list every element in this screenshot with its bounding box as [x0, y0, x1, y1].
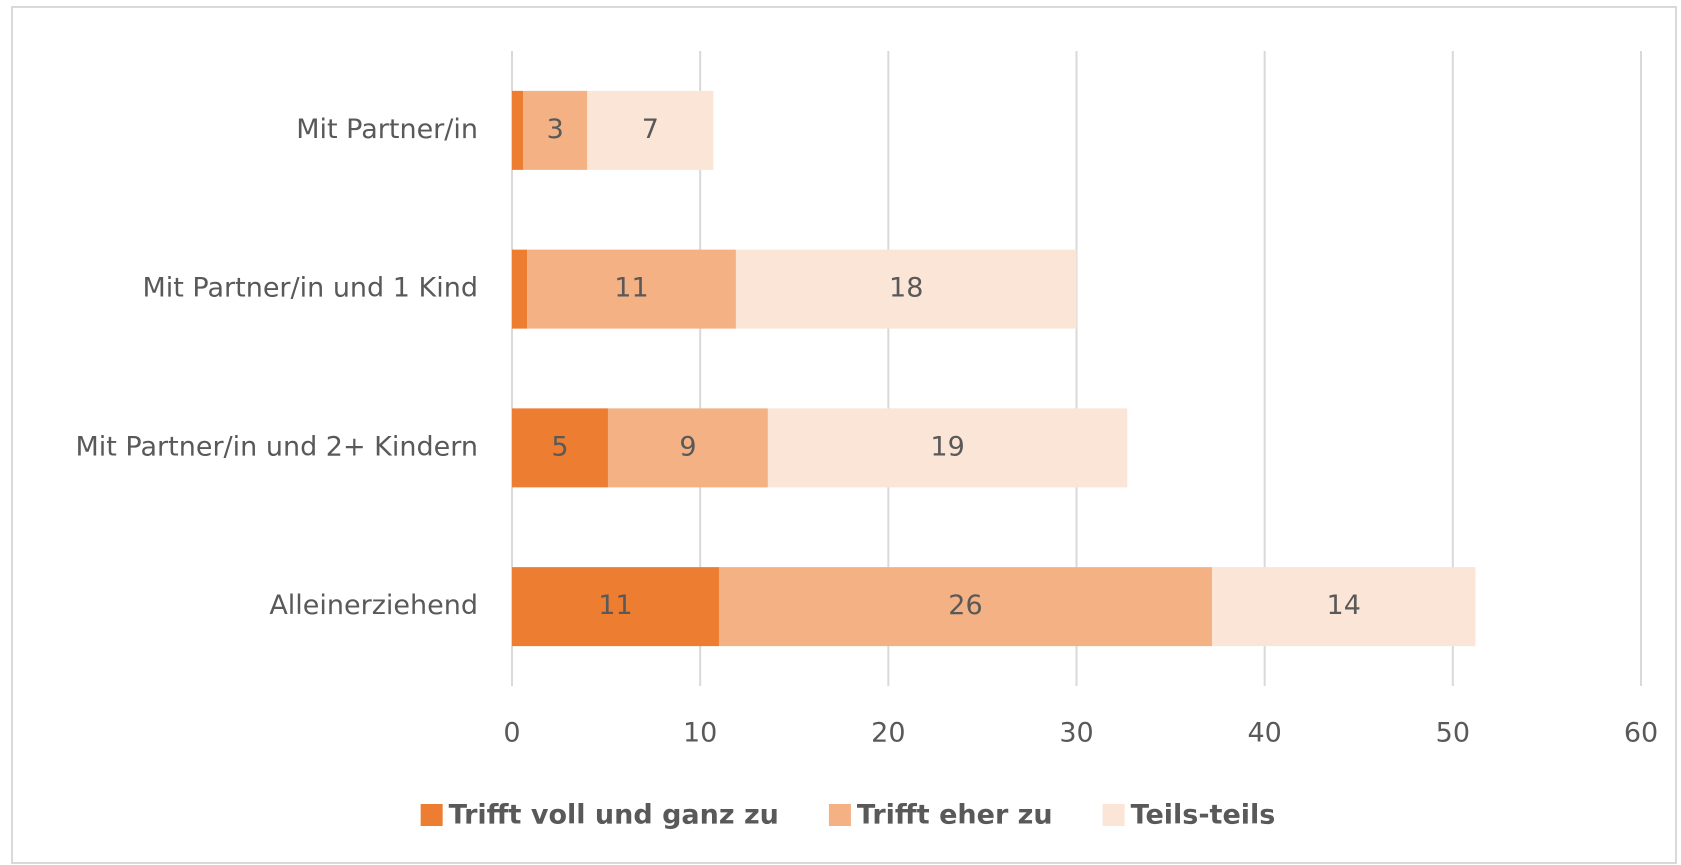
data-label: 19 — [930, 431, 964, 462]
bar-segment — [587, 90, 714, 170]
data-label: 7 — [642, 114, 659, 145]
x-tick-label: 20 — [871, 718, 905, 749]
data-label: 5 — [551, 431, 568, 462]
data-label: 3 — [547, 114, 564, 145]
legend-swatch — [420, 804, 443, 826]
legend-label: Trifft voll und ganz zu — [449, 800, 779, 831]
x-tick-label: 30 — [1059, 718, 1093, 749]
bar-segment — [1211, 567, 1476, 647]
data-label: 9 — [679, 431, 696, 462]
bar-segment — [607, 408, 768, 488]
y-tick-label: Alleinerziehend — [269, 590, 478, 621]
data-label: 14 — [1327, 590, 1361, 621]
x-tick-label: 40 — [1247, 718, 1281, 749]
legend-label: Trifft eher zu — [857, 800, 1053, 831]
bar-segment — [512, 249, 528, 329]
bar-segment — [512, 567, 719, 647]
y-tick-label: Mit Partner/in und 2+ Kindern — [75, 431, 478, 462]
legend-swatch — [1102, 804, 1125, 826]
x-tick-label: 0 — [503, 718, 520, 749]
x-tick-label: 10 — [683, 718, 717, 749]
bar-segment — [718, 567, 1212, 647]
bar-segment — [512, 90, 524, 170]
data-label: 18 — [889, 273, 923, 304]
bar-segment — [767, 408, 1128, 488]
data-label: 11 — [598, 590, 632, 621]
bar-segment — [735, 249, 1077, 329]
x-tick-label: 60 — [1624, 718, 1658, 749]
data-label: 11 — [614, 273, 648, 304]
x-tick-label: 50 — [1436, 718, 1470, 749]
data-label: 26 — [948, 590, 982, 621]
y-tick-label: Mit Partner/in und 1 Kind — [142, 273, 478, 304]
legend-label: Teils-teils — [1131, 800, 1276, 831]
bar-segment — [512, 408, 608, 488]
y-tick-label: Mit Partner/in — [296, 114, 478, 145]
bar-segment — [527, 249, 736, 329]
legend-swatch — [828, 804, 851, 826]
bar-segment — [523, 90, 588, 170]
